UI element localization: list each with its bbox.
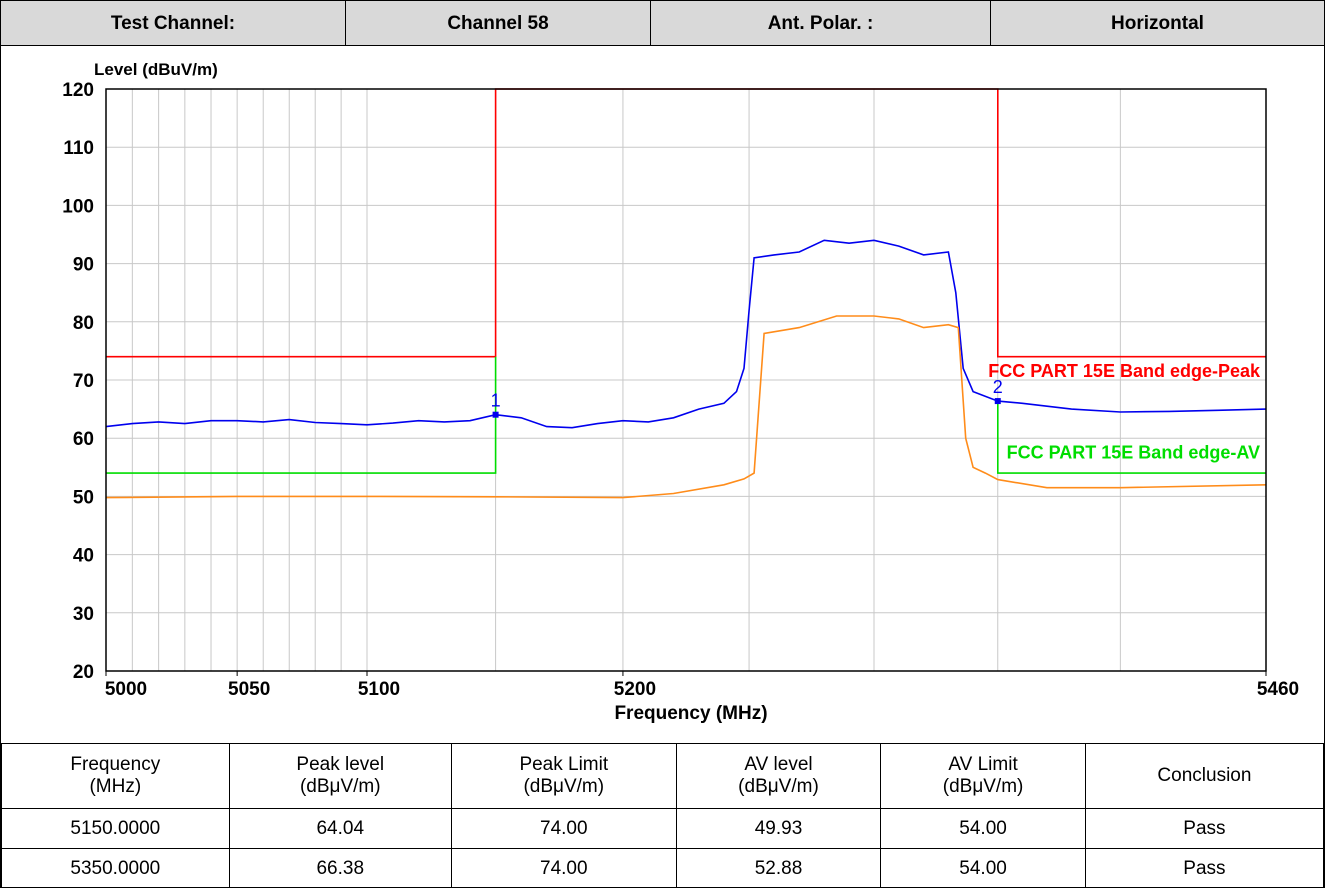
series-line xyxy=(106,356,1266,474)
x-tick-label: 5050 xyxy=(228,679,270,700)
plot-frame xyxy=(105,88,1267,672)
table-cell: AV Limit (dBμV/m) xyxy=(880,743,1086,809)
table-cell: 74.00 xyxy=(450,808,677,849)
y-tick-label: 50 xyxy=(73,487,94,508)
y-tick-label: 80 xyxy=(73,313,94,334)
y-tick-label: 90 xyxy=(73,255,94,276)
y-tick-label: 70 xyxy=(73,371,94,392)
header-cell: Ant. Polar. : xyxy=(651,1,991,46)
table-cell: 52.88 xyxy=(675,848,882,887)
table-cell: Pass xyxy=(1084,848,1324,887)
header-cell: Test Channel: xyxy=(1,1,346,46)
table-cell: 64.04 xyxy=(228,808,452,849)
marker xyxy=(492,411,499,418)
result-table: Frequency (MHz) Peak level (dBμV/m) Peak L… xyxy=(1,743,1324,887)
table-cell: Conclusion xyxy=(1084,743,1324,809)
y-tick-label: 100 xyxy=(62,196,94,217)
y-axis-label: Level (dBuV/m) xyxy=(94,60,218,79)
header-cell: Horizontal xyxy=(991,1,1324,46)
header-cell: Channel 58 xyxy=(346,1,651,46)
table-cell: 5350.0000 xyxy=(1,848,230,887)
table-cell: 66.38 xyxy=(228,848,452,887)
x-tick-label: 5100 xyxy=(358,679,400,700)
marker xyxy=(994,398,1001,405)
table-cell: 49.93 xyxy=(675,808,882,849)
y-tick-label: 30 xyxy=(73,604,94,625)
x-tick-label: 5200 xyxy=(614,679,656,700)
table-cell: Peak level (dBμV/m) xyxy=(228,743,452,809)
limit-label: FCC PART 15E Band edge-Peak xyxy=(988,361,1261,381)
table-cell: 54.00 xyxy=(880,848,1086,887)
chart: 20 30 40 50 60 70 80 90 100 110 120 5000 5050 5100 520… xyxy=(62,60,1299,724)
x-tick-label: 5460 xyxy=(1257,679,1299,700)
table-cell: Frequency (MHz) xyxy=(1,743,230,809)
y-tick-label: 40 xyxy=(73,546,94,567)
y-tick-label: 20 xyxy=(73,662,94,683)
table-cell: 5150.0000 xyxy=(1,808,230,849)
x-tick-label: 5000 xyxy=(105,679,147,700)
y-tick-label: 60 xyxy=(73,429,94,450)
marker-label: 1 xyxy=(491,391,501,411)
y-tick-label: 120 xyxy=(62,80,94,101)
table-cell: AV level (dBμV/m) xyxy=(675,743,882,809)
series-line xyxy=(105,239,1267,429)
table-cell: Peak Limit (dBμV/m) xyxy=(450,743,677,809)
limit-label: FCC PART 15E Band edge-AV xyxy=(1007,443,1260,463)
table-row: 5350.0000 66.38 74.00 52.88 54.00 Pass xyxy=(1,848,1324,887)
y-tick-label: 110 xyxy=(63,138,94,159)
marker-label: 2 xyxy=(993,377,1003,397)
x-axis-label: Frequency (MHz) xyxy=(614,703,767,724)
table-row: 5150.0000 64.04 74.00 49.93 54.00 Pass xyxy=(1,808,1324,849)
table-row: Frequency (MHz) Peak level (dBμV/m) Peak L… xyxy=(1,743,1324,809)
table-cell: 54.00 xyxy=(880,808,1086,849)
table-cell: 74.00 xyxy=(450,848,677,887)
table-cell: Pass xyxy=(1084,808,1324,849)
series-line xyxy=(105,315,1267,499)
